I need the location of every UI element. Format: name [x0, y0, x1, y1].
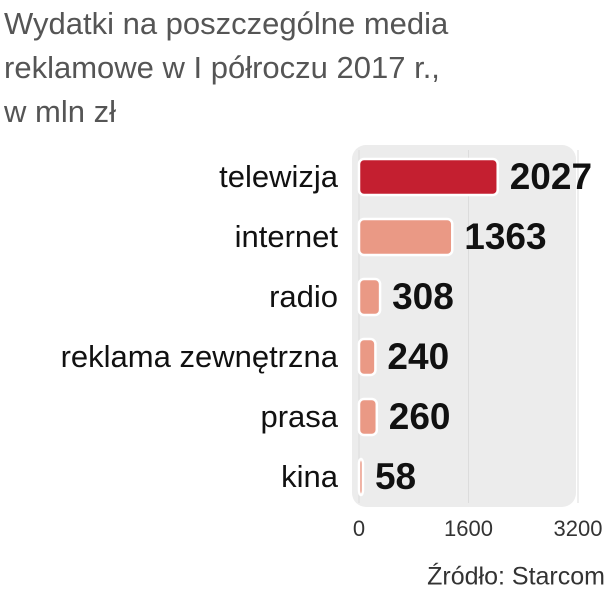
- category-label: telewizja: [219, 159, 339, 194]
- source: Źródło: Starcom: [427, 562, 605, 591]
- x-tick-label: 1600: [444, 516, 493, 541]
- category-label: prasa: [260, 399, 338, 434]
- x-tick-label: 0: [353, 516, 365, 541]
- bar: [357, 397, 379, 437]
- category-label: reklama zewnętrzna: [61, 339, 339, 374]
- value-label: 260: [389, 396, 451, 437]
- chart-title: Wydatki na poszczególne media reklamowe …: [4, 6, 449, 129]
- bar: [357, 337, 377, 377]
- value-label: 308: [392, 276, 454, 317]
- bar: [357, 217, 454, 257]
- bar: [357, 457, 365, 497]
- bar: [357, 277, 382, 317]
- value-label: 58: [375, 456, 416, 497]
- value-label: 2027: [510, 156, 592, 197]
- category-label: internet: [235, 219, 339, 254]
- category-label: kina: [281, 459, 339, 494]
- category-label: radio: [269, 279, 338, 314]
- value-label: 240: [387, 336, 449, 377]
- plot-background: [352, 145, 576, 507]
- bar: [357, 157, 499, 197]
- value-label: 1363: [464, 216, 546, 257]
- x-tick-label: 3200: [554, 516, 603, 541]
